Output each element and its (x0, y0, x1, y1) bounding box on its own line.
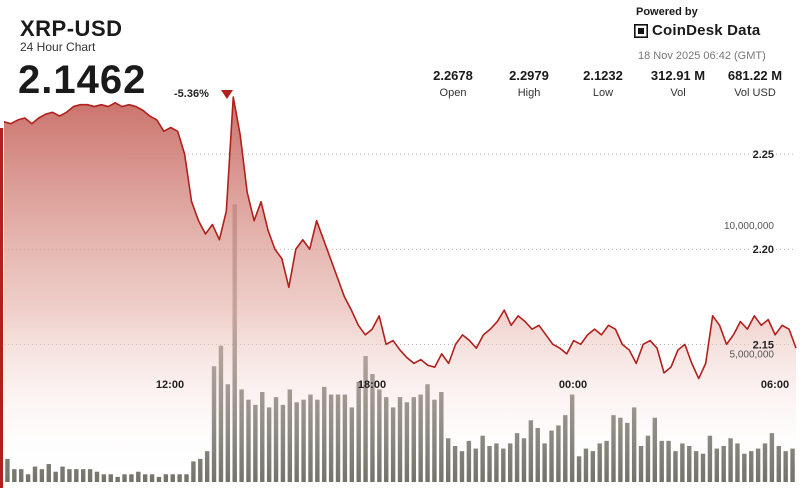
stat-value: 681.22 M (727, 68, 783, 83)
timestamp: 18 Nov 2025 06:42 (GMT) (638, 50, 766, 62)
volume-tick-label: 10,000,000 (724, 221, 774, 232)
ticker-title: XRP-USD (20, 16, 123, 41)
brand-logo-group: CoinDesk Data (634, 22, 760, 39)
current-price: 2.1462 (18, 58, 147, 102)
price-area (4, 97, 796, 482)
stat-value: 2.2678 (433, 68, 473, 83)
stat-high: 2.2979 High (484, 68, 574, 99)
stat-label: High (517, 87, 541, 99)
time-tick-label: 18:00 (358, 379, 386, 391)
price-tick-label: 2.20 (753, 244, 774, 256)
stat-value: 312.91 M (650, 68, 706, 83)
time-tick-label: 06:00 (761, 379, 789, 391)
price-tick-label: 2.15 (753, 339, 774, 351)
chart-subtitle: 24 Hour Chart (20, 40, 96, 54)
stat-open: 2.2678 Open (408, 68, 498, 99)
stat-value: 2.2979 (509, 68, 549, 83)
down-arrow-icon (221, 90, 233, 99)
stat-label: Vol USD (734, 87, 776, 99)
axis-ticks: 2.25 2.20 2.15 10,000,000 5,000,000 12:00 18:0… (156, 149, 789, 391)
stat-label: Open (439, 87, 467, 99)
left-edge-bar (0, 128, 3, 488)
price-tick-label: 2.25 (753, 149, 774, 161)
stat-vol: 312.91 M Vol (633, 68, 723, 99)
stat-label: Low (592, 87, 614, 99)
stat-label: Vol (670, 87, 686, 99)
powered-by-label: Powered by (636, 6, 698, 18)
coindesk-logo-icon (634, 23, 648, 38)
stat-value: 2.1232 (583, 68, 623, 83)
stat-low: 2.1232 Low (558, 68, 648, 99)
price-change: -5.36% (174, 88, 209, 100)
price-line (3, 96, 797, 380)
volume-tick-label: 5,000,000 (730, 349, 775, 360)
brand-name: CoinDesk Data (652, 22, 761, 39)
time-tick-label: 00:00 (559, 379, 587, 391)
time-tick-label: 12:00 (156, 379, 184, 391)
stat-vol-usd: 681.22 M Vol USD (710, 68, 800, 99)
